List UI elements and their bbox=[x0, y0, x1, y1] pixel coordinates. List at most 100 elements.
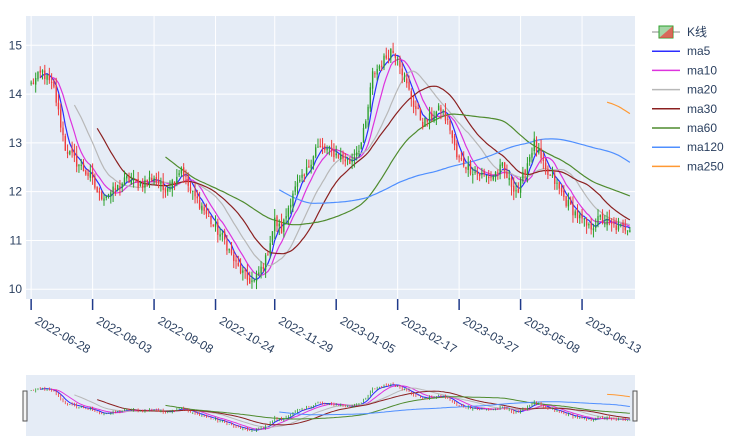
ma60-line bbox=[165, 113, 631, 226]
candle-body bbox=[233, 254, 235, 262]
range-slider-left-handle[interactable] bbox=[22, 390, 28, 422]
candle-body bbox=[39, 70, 41, 73]
candle-body bbox=[292, 193, 294, 206]
candle-body bbox=[114, 188, 117, 190]
candle-body bbox=[119, 186, 121, 189]
candle-body bbox=[294, 186, 296, 192]
candle-body bbox=[235, 259, 237, 262]
candle-body bbox=[62, 127, 64, 136]
candle-body bbox=[499, 164, 501, 175]
candle-body bbox=[367, 106, 369, 121]
candle-body bbox=[32, 82, 35, 84]
candle-body bbox=[613, 223, 615, 225]
candle-body bbox=[595, 225, 597, 228]
candle-body bbox=[107, 194, 110, 197]
candle-body bbox=[205, 210, 208, 214]
candle-body bbox=[435, 111, 438, 119]
candle-body bbox=[98, 191, 101, 194]
candle-body bbox=[549, 174, 551, 176]
candle-body bbox=[371, 71, 374, 89]
candle-body bbox=[228, 248, 230, 251]
candle-body bbox=[312, 156, 315, 166]
candle-body bbox=[132, 178, 135, 181]
legend-ma250-label[interactable]: ma250 bbox=[687, 159, 724, 173]
candle-body bbox=[481, 172, 483, 175]
candle-body bbox=[64, 136, 66, 151]
candle-body bbox=[78, 165, 80, 167]
candle-body bbox=[321, 146, 324, 148]
legend-ma120-label[interactable]: ma120 bbox=[687, 140, 724, 154]
candle-body bbox=[287, 208, 290, 217]
candle-body bbox=[328, 146, 331, 148]
candle-body bbox=[192, 190, 194, 192]
legend-ma5-label[interactable]: ma5 bbox=[687, 44, 711, 58]
candle-body bbox=[597, 216, 599, 226]
candle-body bbox=[48, 74, 51, 81]
legend-ma10-label[interactable]: ma10 bbox=[687, 63, 717, 77]
legend-ma20-label[interactable]: ma20 bbox=[687, 83, 717, 97]
range-slider-right-handle[interactable] bbox=[632, 390, 638, 422]
candle-body bbox=[44, 70, 46, 80]
candle-body bbox=[344, 159, 346, 162]
y-tick-label: 15 bbox=[9, 38, 23, 52]
candle-body bbox=[162, 181, 164, 190]
legend-ma30-label[interactable]: ma30 bbox=[687, 102, 717, 116]
candle-body bbox=[73, 150, 76, 156]
candle-body bbox=[610, 222, 613, 224]
candle-body bbox=[75, 154, 78, 167]
candle-body bbox=[599, 215, 601, 217]
candle-body bbox=[217, 222, 219, 235]
candle-body bbox=[585, 219, 588, 226]
ma250-mini-line bbox=[607, 393, 630, 398]
legend-ma60-label[interactable]: ma60 bbox=[687, 121, 717, 135]
candle-body bbox=[80, 164, 82, 166]
x-tick-label: 2023-05-08 bbox=[522, 313, 582, 356]
candle-body bbox=[330, 147, 333, 151]
candle-body bbox=[569, 201, 572, 205]
candle-body bbox=[465, 167, 467, 170]
candle-body bbox=[226, 240, 228, 251]
candle-body bbox=[560, 187, 563, 193]
candle-body bbox=[442, 111, 444, 113]
candle-body bbox=[590, 222, 592, 230]
candle-body bbox=[180, 168, 183, 174]
candle-body bbox=[299, 179, 301, 182]
candle-body bbox=[296, 182, 299, 187]
candle-body bbox=[319, 145, 321, 147]
candle-body bbox=[151, 177, 153, 181]
legend-kline-label[interactable]: K线 bbox=[687, 25, 707, 39]
candle-body bbox=[223, 231, 226, 240]
x-tick-label: 2022-10-24 bbox=[217, 313, 277, 356]
candle-body bbox=[390, 48, 392, 59]
main-axis-ticks bbox=[30, 299, 583, 310]
candle-body bbox=[301, 174, 303, 178]
candle-body bbox=[276, 216, 278, 227]
candle-body bbox=[167, 188, 169, 192]
candle-body bbox=[203, 207, 205, 211]
candle-body bbox=[315, 147, 317, 157]
legend-candle-icon-down bbox=[659, 26, 673, 38]
candle-body bbox=[262, 266, 265, 269]
candle-body bbox=[201, 205, 203, 211]
candle-body bbox=[517, 189, 519, 193]
x-axis-tick-labels: 2022-06-28 2022-08-03 2022-09-08 2022-10-24… bbox=[33, 313, 644, 356]
candle-body bbox=[221, 233, 224, 235]
ma60-mini-line bbox=[165, 396, 630, 420]
candle-body bbox=[71, 148, 73, 153]
candle-body bbox=[460, 157, 463, 160]
candle-body bbox=[285, 216, 287, 219]
candle-body bbox=[91, 172, 94, 178]
candle-body bbox=[112, 186, 114, 194]
candle-body bbox=[620, 224, 622, 226]
candle-body bbox=[121, 184, 123, 188]
candle-body bbox=[403, 76, 406, 78]
candle-body bbox=[453, 136, 456, 146]
candle-body bbox=[230, 249, 233, 254]
candle-body bbox=[412, 100, 415, 107]
candle-body bbox=[41, 70, 44, 73]
candle-body bbox=[335, 153, 337, 156]
candle-body bbox=[583, 218, 586, 220]
candle-body bbox=[340, 154, 342, 160]
candle-body bbox=[540, 147, 542, 159]
candle-body bbox=[253, 280, 255, 282]
